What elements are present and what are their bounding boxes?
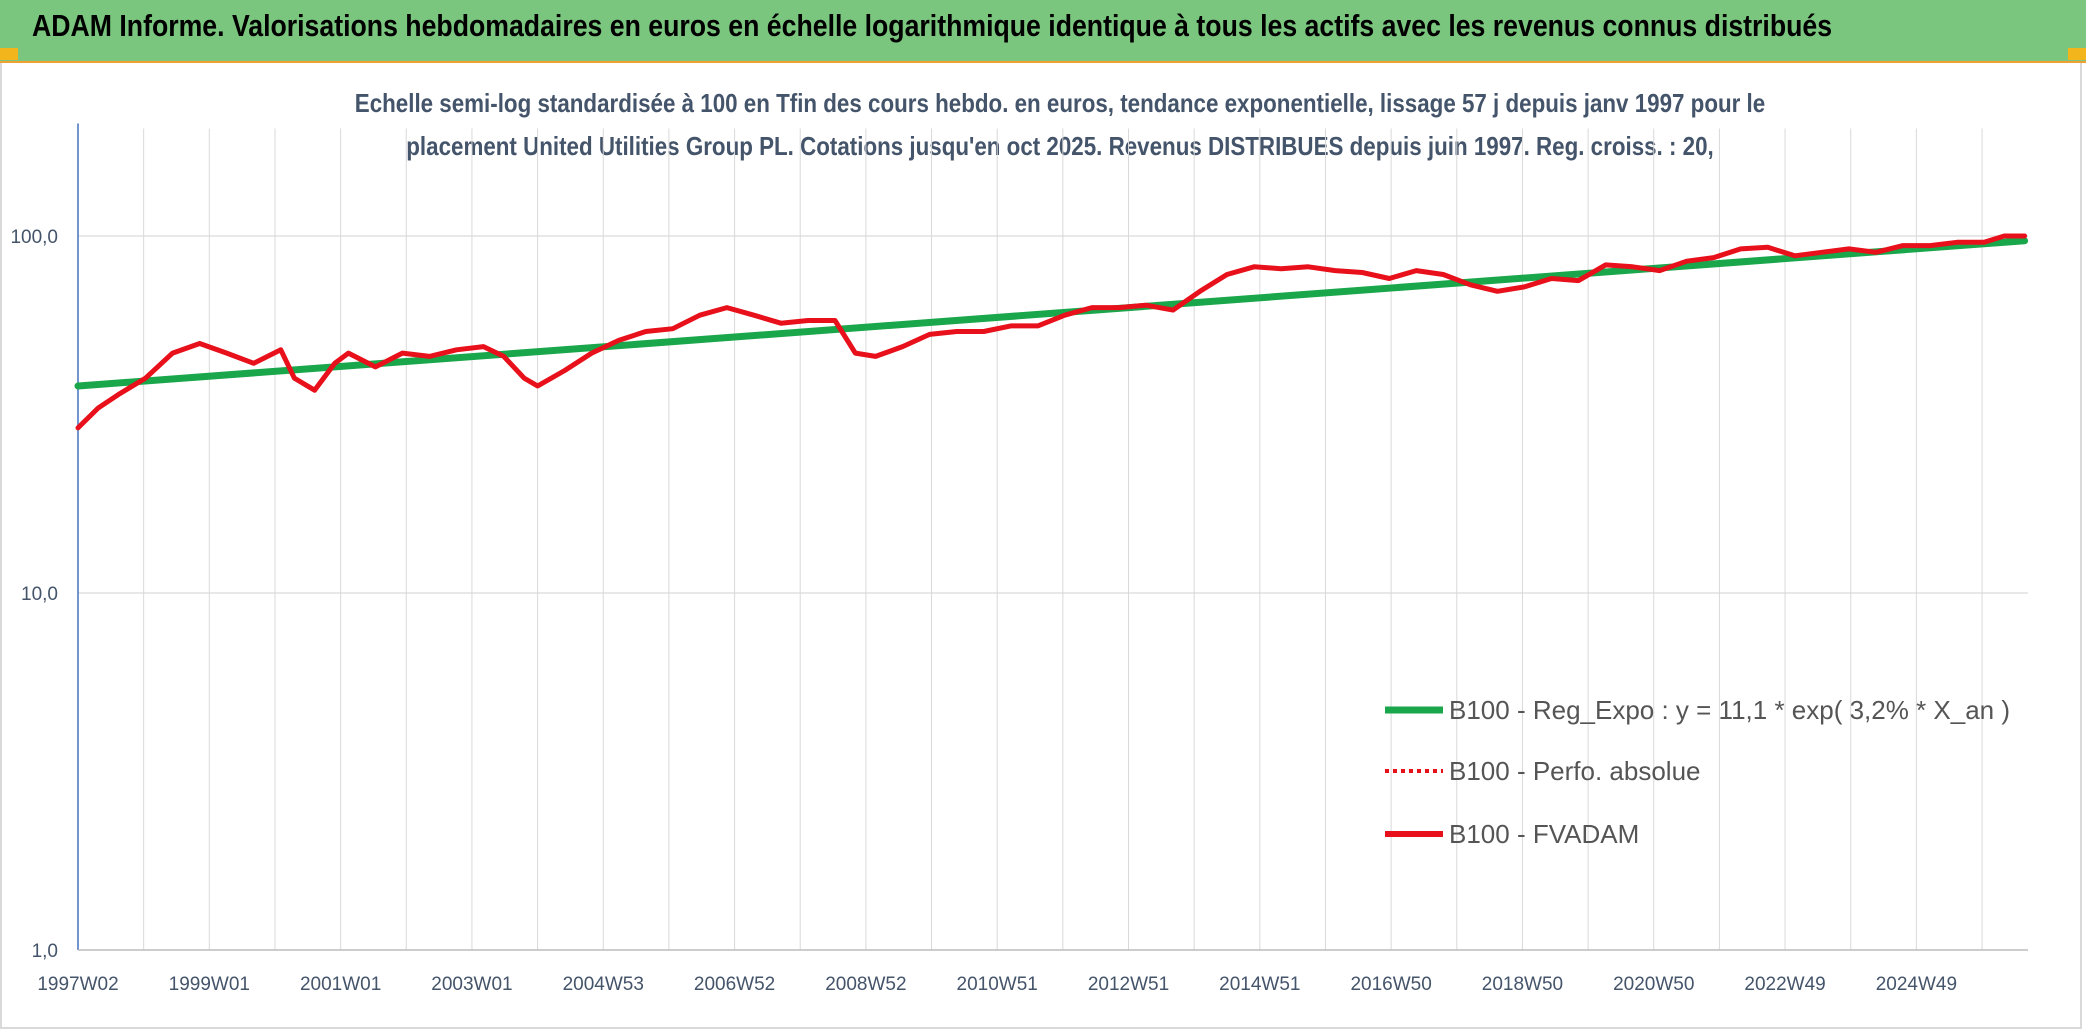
x-tick-label: 2008W52: [825, 974, 906, 995]
chart-title-line1: Echelle semi-log standardisée à 100 en T…: [354, 88, 1766, 118]
x-tick-label: 1999W01: [169, 974, 250, 995]
corner-accent-right: [2068, 48, 2086, 60]
x-tick-label: 2014W51: [1219, 974, 1300, 995]
x-tick-label: 1997W02: [37, 974, 118, 995]
x-tick-label: 2006W52: [694, 974, 775, 995]
x-tick-label: 2010W51: [957, 974, 1038, 995]
x-tick-label: 2004W53: [563, 974, 644, 995]
report-title: ADAM Informe. Valorisations hebdomadaire…: [32, 8, 1833, 43]
x-tick-label: 2016W50: [1350, 974, 1431, 995]
chart-frame: [0, 63, 2082, 1029]
report-header: ADAM Informe. Valorisations hebdomadaire…: [0, 0, 2086, 63]
x-tick-label: 2018W50: [1482, 974, 1563, 995]
legend: B100 - Reg_Expo : y = 11,1 * exp( 3,2% *…: [1385, 695, 2010, 849]
axes: 1997W02 1999W01 2001W01 2003W01 2004W53 2006W…: [10, 123, 2028, 995]
x-tick-label: 2022W49: [1744, 974, 1825, 995]
y-tick-label: 100,0: [10, 227, 58, 248]
legend-item-fvadam-label: B100 - FVADAM: [1449, 819, 1639, 849]
y-tick-label: 1,0: [32, 941, 58, 962]
fvadam-line: [75, 233, 2028, 431]
legend-item-regression-label: B100 - Reg_Expo : y = 11,1 * exp( 3,2% *…: [1449, 695, 2010, 725]
x-tick-label: 2012W51: [1088, 974, 1169, 995]
regression-line: [74, 237, 2029, 390]
chart-title-line2: placement United Utilities Group PL. Cot…: [406, 131, 1714, 161]
x-tick-label: 2001W01: [300, 974, 381, 995]
corner-accent-left: [0, 48, 18, 60]
series-lines: [74, 233, 2029, 431]
x-tick-label: 2003W01: [431, 974, 512, 995]
x-tick-label: 2024W49: [1876, 974, 1957, 995]
legend-item-perfo-absolue-label: B100 - Perfo. absolue: [1449, 756, 1701, 786]
x-tick-label: 2020W50: [1613, 974, 1694, 995]
y-tick-label: 10,0: [21, 584, 58, 605]
